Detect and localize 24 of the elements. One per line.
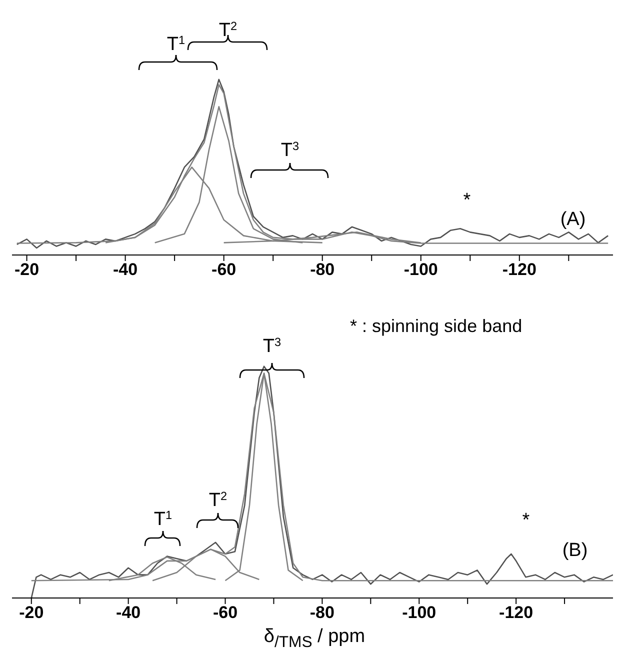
x-tick-label: -80 (310, 260, 335, 280)
x-tick-label: -100 (402, 603, 436, 622)
x-tick-label: -80 (310, 603, 334, 622)
x-tick-label: -20 (19, 603, 44, 622)
x-tick-label: -60 (212, 603, 238, 622)
x-tick-label: -60 (212, 260, 236, 280)
x-tick-label: -120 (499, 603, 534, 622)
annotation: T$^{3}$ (280, 140, 300, 161)
annotation: T$^{1}$ (154, 508, 172, 530)
annotation: T$^{2}$ (208, 490, 228, 511)
x-tick-label: -40 (113, 260, 138, 280)
text: * : spinning side band (350, 316, 522, 337)
text: T$^{3}$ (262, 336, 282, 357)
annotation: * (522, 510, 530, 531)
x-tick-label: -40 (116, 603, 141, 622)
text: T$^{1}$ (166, 34, 186, 55)
x-tick-label: -20 (14, 260, 40, 280)
annotation: (A) (560, 209, 586, 230)
text: T$^{2}$ (218, 20, 238, 41)
annotation: * (463, 190, 472, 211)
annotation: (B) (562, 540, 588, 561)
x-tick-label: -100 (404, 260, 438, 280)
x-axis-title: δ$_{/TMS}$ / ppm (262, 626, 366, 653)
x-tick-label: -120 (502, 260, 536, 280)
